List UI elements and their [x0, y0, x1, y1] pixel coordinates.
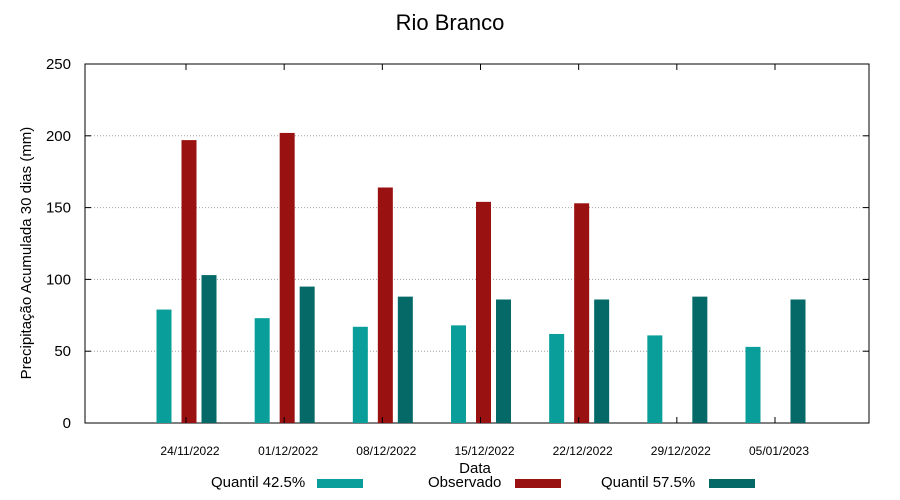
- bar: [299, 286, 315, 423]
- chart-title: Rio Branco: [395, 10, 505, 35]
- legend-item-observado: Observado: [428, 474, 562, 491]
- x-tick-label: 24/11/2022: [160, 444, 219, 458]
- legend: Quantil 42.5% Observado Quantil 57.5%: [0, 474, 900, 496]
- bar: [496, 299, 511, 423]
- legend-swatch: [317, 478, 364, 488]
- legend-item-quantil-57: Quantil 57.5%: [601, 474, 756, 491]
- bar: [476, 201, 491, 423]
- bar: [377, 187, 393, 423]
- legend-item-quantil-42: Quantil 42.5%: [211, 474, 364, 491]
- y-tick-label: 100: [46, 271, 71, 288]
- x-tick-label: 08/12/2022: [356, 444, 416, 458]
- bar: [451, 325, 466, 423]
- legend-label: Observado: [428, 474, 502, 491]
- y-tick-label: 200: [46, 128, 71, 145]
- bar: [156, 309, 172, 423]
- x-tick-label: 01/12/2022: [258, 444, 318, 458]
- bar: [647, 335, 663, 423]
- bar: [594, 299, 610, 423]
- x-tick-label: 15/12/2022: [454, 444, 514, 458]
- bar: [692, 296, 708, 423]
- bar: [549, 333, 565, 423]
- bar: [352, 326, 368, 423]
- x-tick-label: 29/12/2022: [651, 444, 711, 458]
- x-tick-label: 05/01/2023: [749, 444, 809, 458]
- bar: [745, 346, 761, 423]
- bar: [181, 140, 197, 423]
- y-tick-label: 50: [54, 343, 71, 360]
- legend-swatch: [709, 478, 756, 488]
- bar: [397, 296, 413, 423]
- x-tick-label: 22/12/2022: [553, 444, 613, 458]
- y-tick-label: 150: [46, 200, 71, 217]
- bar: [279, 132, 295, 424]
- legend-swatch: [515, 478, 562, 488]
- legend-label: Quantil 57.5%: [601, 474, 696, 491]
- y-axis-title: Precipitação Acumulada 30 dias (mm): [18, 127, 35, 380]
- x-axis-title: Data: [459, 460, 491, 477]
- bar: [254, 318, 270, 423]
- bar: [790, 299, 806, 423]
- legend-label: Quantil 42.5%: [211, 474, 306, 491]
- y-tick-label: 0: [63, 415, 71, 432]
- bar: [201, 275, 217, 423]
- bar: [574, 203, 590, 423]
- y-tick-label: 250: [46, 56, 71, 73]
